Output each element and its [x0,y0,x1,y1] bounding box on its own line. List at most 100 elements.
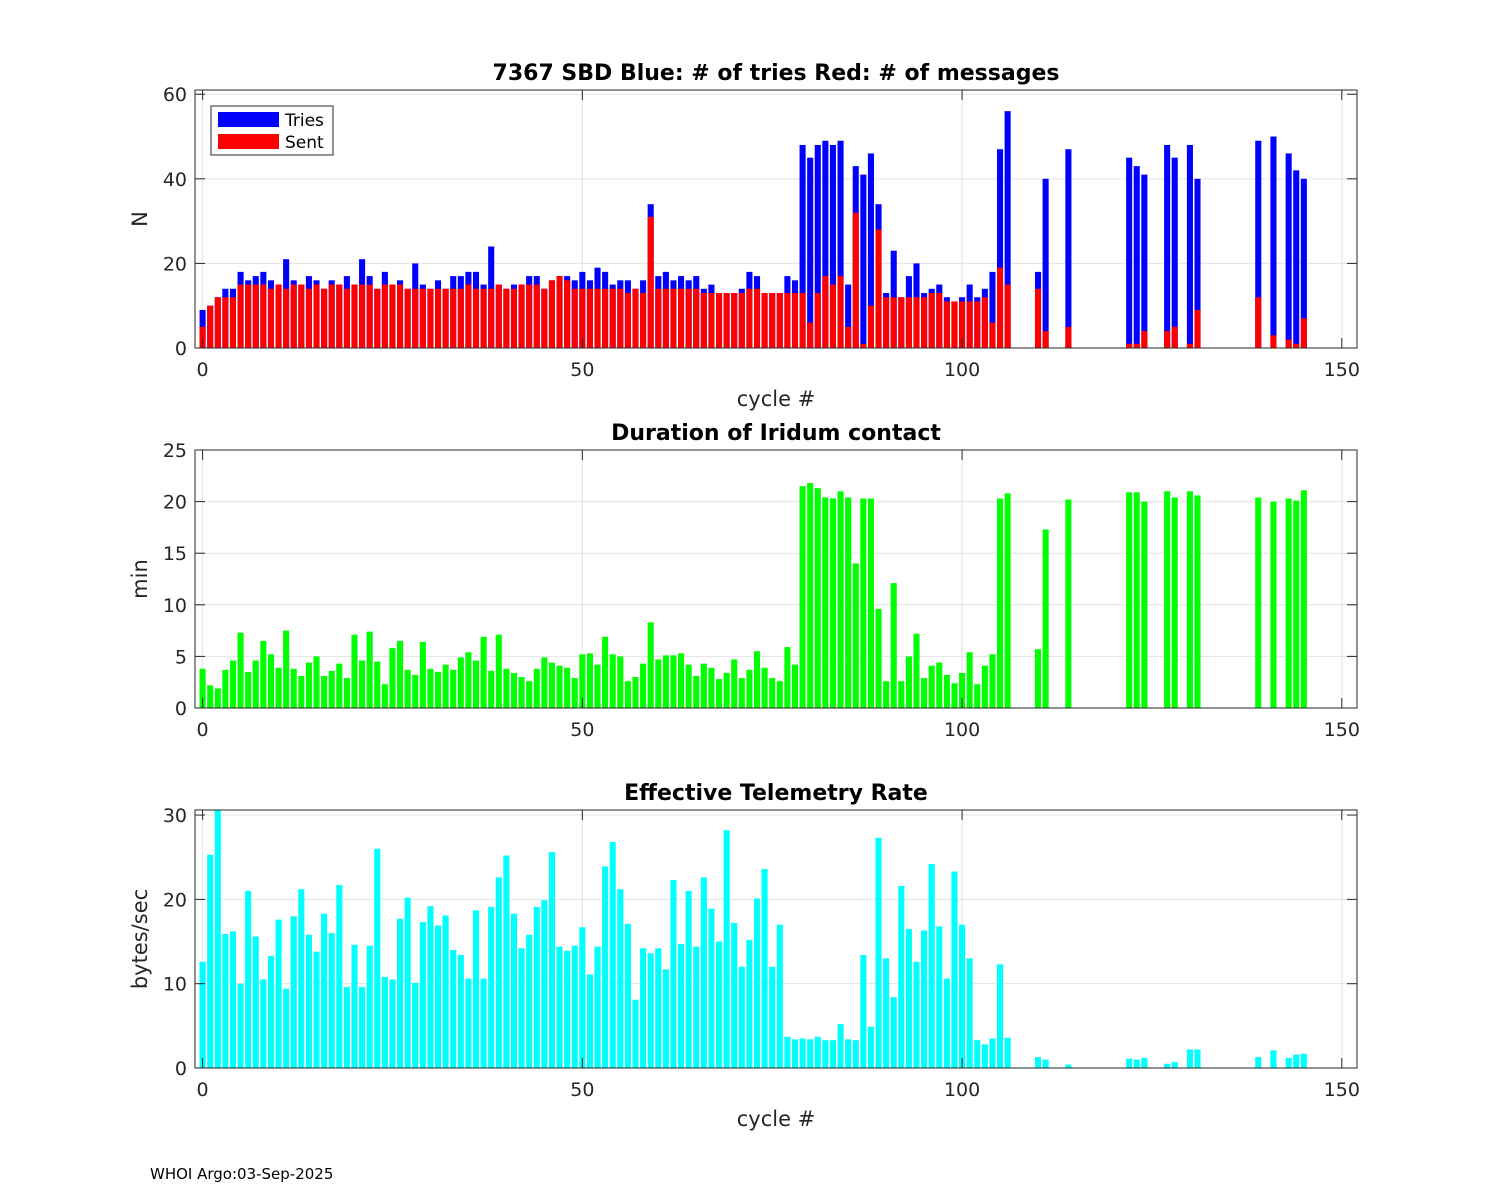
x-tick-label: 0 [197,359,209,381]
bar-sent [313,284,320,348]
y-axis-label: bytes/sec [128,889,152,989]
bar-duration [670,655,677,708]
bar-duration [472,660,480,708]
bar-sent [640,293,647,348]
bar-duration [305,662,312,708]
bar-duration [389,648,396,708]
bar-sent [845,326,852,348]
y-tick-label: 0 [175,698,187,720]
bar-rate [647,953,654,1068]
x-tick-label: 150 [1324,719,1360,741]
bar-rate [609,842,616,1068]
bar-rate [427,906,434,1068]
bar-rate [890,997,897,1068]
bar-duration [761,667,768,708]
bar-rate [305,934,312,1068]
bar-duration [564,667,571,708]
bar-duration [1034,649,1042,708]
y-tick-label: 30 [163,805,187,827]
bar-sent [678,288,685,348]
bar-sent [1194,309,1201,348]
bar-tries [1285,153,1292,348]
bar-rate [594,946,601,1068]
bar-rate [586,974,593,1068]
bar-tries [807,157,814,348]
bar-duration [419,641,426,708]
bar-duration [723,672,730,708]
bar-duration [214,688,221,708]
bar-sent [981,297,988,348]
bar-duration [541,657,548,708]
bar-sent [769,293,776,348]
bar-duration [769,678,776,708]
x-tick-label: 100 [944,719,980,741]
bar-rate [731,922,738,1068]
bar-tries [1065,149,1072,348]
bar-duration [328,670,335,708]
bar-rate [769,966,776,1068]
bar-sent [510,288,518,348]
chart-title: 7367 SBD Blue: # of tries Red: # of mess… [493,61,1060,86]
bar-duration [753,651,761,708]
x-axis-label: cycle # [737,1107,816,1131]
bar-sent [776,293,783,348]
bar-rate [791,1039,799,1068]
bar-rate [465,978,472,1068]
bar-sent [913,297,920,348]
bar-sent [1255,297,1262,348]
y-tick-label: 60 [163,84,187,106]
bar-duration [450,669,457,708]
bar-duration [548,662,555,708]
bar-rate [283,988,290,1068]
axes-frame [194,809,1358,1069]
bar-duration [997,498,1004,708]
bar-duration [404,669,411,708]
bar-tries [1004,111,1011,348]
bar-rate [852,1040,859,1068]
bar-sent [290,284,297,348]
y-tick-label: 5 [175,646,187,668]
bar-rate [343,987,350,1068]
bar-rate [548,852,555,1068]
bar-rate [419,922,426,1068]
bar-sent [761,293,768,348]
bars [199,111,1307,348]
bar-rate [799,1038,806,1068]
bar-sent [336,284,343,348]
bar-sent [1126,343,1133,348]
bar-sent [822,276,829,348]
bar-rate [245,890,252,1068]
bar-duration [716,679,723,708]
bar-duration [981,665,988,708]
bar-sent [245,284,252,348]
bar-duration [784,647,791,708]
bar-rate [959,924,966,1068]
bar-duration [579,654,586,708]
bar-rate [974,1040,981,1068]
bar-rate [518,948,525,1068]
bar-rate [495,877,502,1068]
bar-rate [267,955,274,1068]
plot-area [195,90,1357,348]
bar-rate [397,918,404,1068]
bar-sent [267,288,274,348]
bar-rate [1126,1058,1133,1068]
bar-rate [1004,1037,1011,1068]
bar-sent [450,288,457,348]
bars [199,810,1307,1068]
y-tick-label: 20 [163,253,187,275]
bar-sent [526,284,533,348]
x-axis-label: cycle # [737,387,816,411]
bar-duration [602,636,609,708]
bar-duration [556,665,563,708]
bar-sent [997,267,1004,348]
x-tick-label: 50 [570,719,594,741]
x-tick-label: 100 [944,1079,980,1101]
bar-rate [723,830,730,1068]
bar-sent [343,288,350,348]
bar-tries [1300,178,1307,348]
bar-rate [1133,1059,1140,1068]
bar-sent [412,288,419,348]
bar-sent [571,288,578,348]
bar-rate [229,931,237,1068]
